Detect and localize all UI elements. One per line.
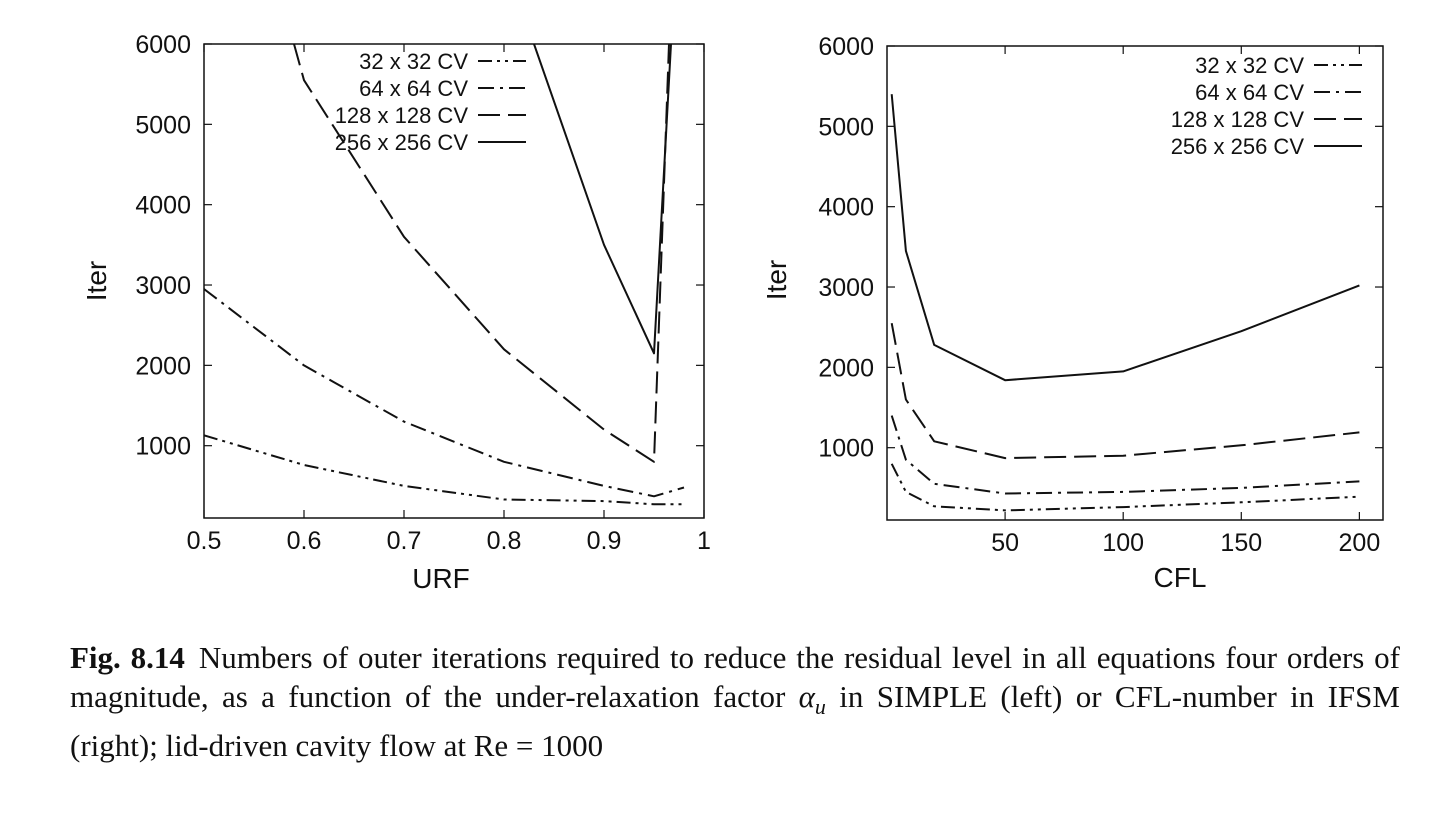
caption-subscript: u xyxy=(814,694,826,720)
y-axis-label: Iter xyxy=(761,260,792,300)
y-axis-label: Iter xyxy=(81,261,112,301)
x-tick-label: 150 xyxy=(1220,529,1262,557)
legend-label: 256 x 256 CV xyxy=(335,130,469,155)
caption-label: Fig. 8.14 xyxy=(70,640,185,675)
tick-group: 50 100 150 200 1000 2000 3000 4000 5000 6000 xyxy=(818,33,1383,557)
x-axis-label: CFL xyxy=(1154,562,1207,593)
y-tick-label: 6000 xyxy=(818,33,874,61)
series-line-256-x-256-cv xyxy=(890,94,1360,382)
y-tick-label: 3000 xyxy=(135,272,191,300)
legend-label: 128 x 128 CV xyxy=(1171,107,1305,132)
y-tick-label: 4000 xyxy=(818,194,874,222)
figure-caption: Fig. 8.14 Numbers of outer iterations req… xyxy=(70,638,1400,765)
y-tick-label: 3000 xyxy=(818,274,874,302)
series-line-64-x-64-cv xyxy=(204,288,685,498)
series-group xyxy=(204,44,685,506)
x-tick-label: 0.8 xyxy=(487,527,522,555)
tick-group: 0.5 0.6 0.7 0.8 0.9 1 1000 2000 3000 4000 5000 6000 xyxy=(135,31,711,555)
series-line-128-x-128-cv xyxy=(890,323,1360,460)
caption-text-part2: in SIMPLE (left) or CFL-number in IFSM (… xyxy=(70,679,1400,764)
y-tick-label: 2000 xyxy=(818,354,874,382)
plot-frame xyxy=(203,43,705,519)
series-line-32-x-32-cv xyxy=(204,434,684,506)
caption-symbol: α xyxy=(798,679,815,714)
figure-canvas: 0.5 0.6 0.7 0.8 0.9 1 1000 2000 3000 4000 5000 6000… xyxy=(81,31,1384,594)
legend-label: 128 x 128 CV xyxy=(335,103,469,128)
series-group xyxy=(890,94,1360,512)
x-axis-label: URF xyxy=(412,563,470,594)
legend-label: 256 x 256 CV xyxy=(1171,134,1305,159)
series-line-32-x-32-cv xyxy=(890,463,1360,512)
plot-frame xyxy=(886,45,1384,521)
x-tick-label: 100 xyxy=(1102,529,1144,557)
x-tick-label: 50 xyxy=(991,529,1019,557)
legend-label: 32 x 32 CV xyxy=(1195,53,1304,78)
y-tick-label: 1000 xyxy=(135,433,191,461)
urf-chart: 0.5 0.6 0.7 0.8 0.9 1 1000 2000 3000 4000 5000 6000… xyxy=(81,31,711,594)
x-tick-label: 0.6 xyxy=(287,527,322,555)
y-tick-label: 1000 xyxy=(818,435,874,463)
x-tick-label: 0.9 xyxy=(587,527,622,555)
y-tick-label: 2000 xyxy=(135,352,191,380)
x-tick-label: 0.7 xyxy=(387,527,422,555)
series-line-256-x-256-cv xyxy=(533,44,672,355)
x-tick-label: 0.5 xyxy=(187,527,222,555)
x-tick-label: 200 xyxy=(1339,529,1381,557)
y-tick-label: 6000 xyxy=(135,31,191,59)
y-tick-label: 4000 xyxy=(135,192,191,220)
series-line-64-x-64-cv xyxy=(890,415,1360,495)
legend-label: 32 x 32 CV xyxy=(359,49,468,74)
caption-text-part1: Numbers of outer iterations required to … xyxy=(70,640,1400,714)
legend-label: 64 x 64 CV xyxy=(1195,80,1304,105)
series-line-128-x-128-cv xyxy=(293,44,670,463)
y-tick-label: 5000 xyxy=(135,111,191,139)
cfl-chart: 50 100 150 200 1000 2000 3000 4000 5000 6000 32 x… xyxy=(761,33,1384,593)
y-tick-label: 5000 xyxy=(818,113,874,141)
x-tick-label: 1 xyxy=(697,527,711,555)
legend-label: 64 x 64 CV xyxy=(359,76,468,101)
